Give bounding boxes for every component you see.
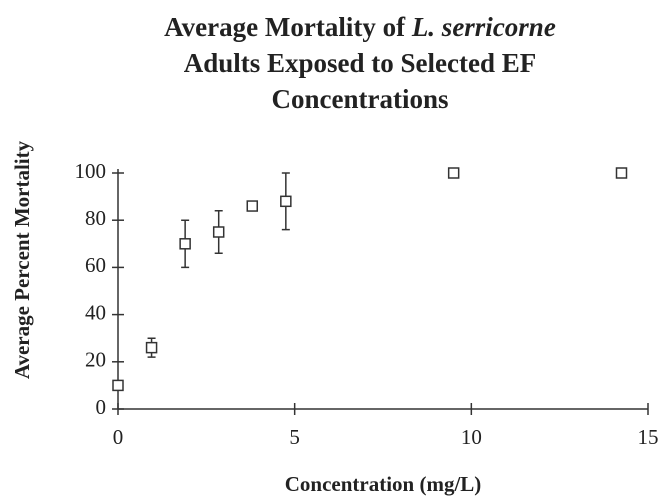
y-tick-label: 100	[75, 159, 107, 183]
y-tick-label: 80	[85, 206, 106, 230]
marker	[112, 379, 124, 392]
chart-title: Concentrations	[272, 84, 449, 114]
marker	[212, 226, 225, 238]
y-tick-label: 0	[96, 395, 107, 419]
title-part: L. serricorne	[411, 12, 556, 42]
marker	[280, 195, 292, 208]
y-tick-label: 40	[85, 300, 106, 324]
marker	[179, 238, 191, 250]
y-tick-label: 20	[85, 348, 106, 372]
chart-title: Average Mortality of L. serricorne	[164, 12, 556, 42]
x-tick-label: 5	[289, 425, 300, 449]
x-tick-label: 10	[461, 425, 482, 449]
marker	[246, 200, 259, 212]
y-axis-label: Average Percent Mortality	[10, 140, 34, 379]
marker	[615, 167, 628, 179]
y-tick-label: 60	[85, 253, 106, 277]
x-tick-label: 15	[638, 425, 659, 449]
title-part: Average Mortality of	[164, 12, 406, 42]
x-tick-label: 0	[113, 425, 124, 449]
marker	[447, 167, 460, 179]
chart-title: Adults Exposed to Selected EF	[184, 48, 537, 78]
marker	[145, 341, 158, 354]
x-axis-label: Concentration (mg/L)	[285, 472, 482, 496]
